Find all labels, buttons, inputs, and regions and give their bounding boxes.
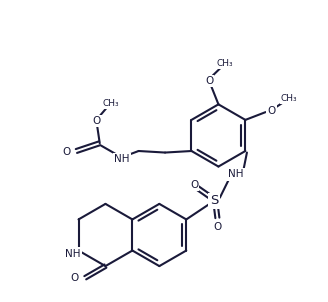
Text: CH₃: CH₃ bbox=[216, 59, 233, 69]
Text: NH: NH bbox=[65, 249, 81, 259]
Text: S: S bbox=[210, 194, 218, 207]
Text: CH₃: CH₃ bbox=[281, 94, 297, 103]
Text: NH: NH bbox=[114, 154, 129, 164]
Text: O: O bbox=[205, 76, 213, 86]
Text: O: O bbox=[70, 273, 78, 283]
Text: O: O bbox=[213, 222, 221, 232]
Text: O: O bbox=[92, 116, 101, 126]
Text: NH: NH bbox=[228, 169, 244, 179]
Text: O: O bbox=[268, 106, 276, 116]
Text: CH₃: CH₃ bbox=[102, 99, 119, 108]
Text: O: O bbox=[63, 147, 71, 157]
Text: O: O bbox=[190, 180, 198, 190]
